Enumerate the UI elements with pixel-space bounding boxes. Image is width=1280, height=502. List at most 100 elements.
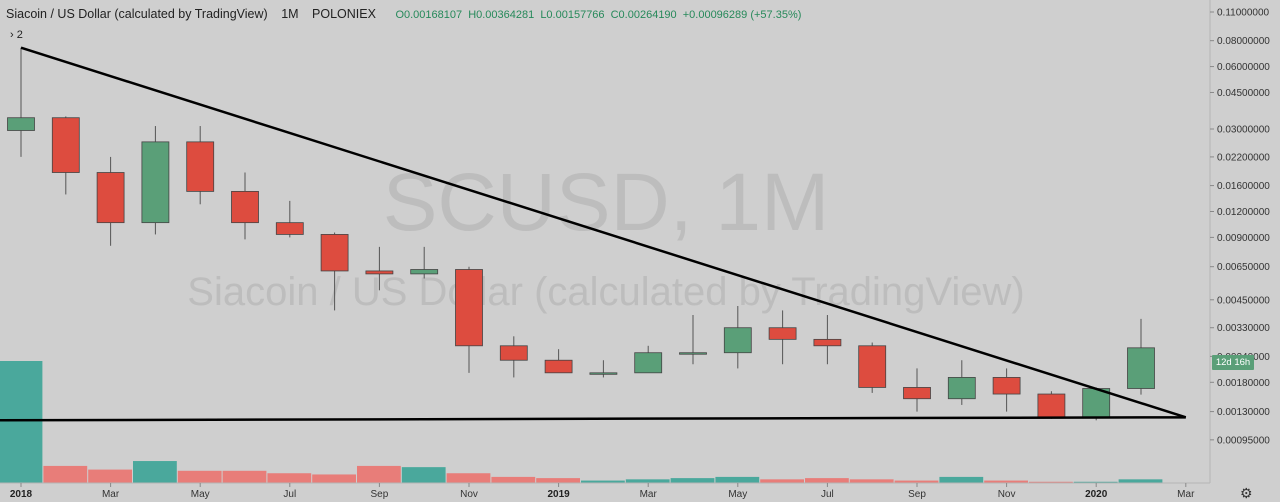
candle-up (589, 372, 618, 375)
volume-bar (491, 476, 536, 483)
candle-down (813, 338, 842, 347)
price-tick-label: 0.06000000 (1217, 62, 1270, 73)
time-tick-label: Sep (371, 489, 389, 500)
trendlines[interactable] (0, 46, 1187, 422)
candle-down (992, 377, 1021, 395)
candle-up (7, 117, 35, 131)
candle-down (858, 345, 887, 388)
symbol-legend[interactable]: Siacoin / US Dollar (calculated by Tradi… (6, 7, 804, 21)
volume-bar (939, 476, 984, 483)
volume-bar (446, 473, 491, 483)
volume-bar (760, 479, 804, 483)
volume-bar (1118, 479, 1163, 483)
volume-bar (849, 479, 894, 483)
time-tick-label: Mar (102, 489, 120, 500)
candle-up (1082, 388, 1111, 418)
time-tick-label: May (728, 489, 747, 500)
gear-icon[interactable]: ⚙ (1240, 485, 1253, 501)
volume-bar (133, 461, 177, 483)
candle-up (410, 269, 439, 275)
volume-bar (536, 478, 580, 483)
time-tick-label: Mar (1177, 489, 1195, 500)
candle-up (1127, 347, 1155, 389)
trendline-lower[interactable] (0, 416, 1186, 422)
close-value: C0.00264190 (610, 9, 677, 21)
time-tick-label: May (191, 489, 210, 500)
price-axis[interactable]: 0.11000000 0.08000000 0.06000000 0.04500000… (1210, 8, 1270, 447)
candle-down (320, 234, 349, 272)
candle-down (96, 172, 125, 224)
price-tick-label: 0.08000000 (1217, 36, 1270, 47)
volume-bar (1073, 481, 1118, 483)
price-tick-label: 0.02200000 (1217, 152, 1270, 163)
volume-bars (0, 361, 1163, 483)
high-value: H0.00364281 (468, 9, 535, 21)
volume-bar (625, 479, 670, 483)
candle-down (231, 190, 259, 224)
price-tick-label: 0.11000000 (1217, 8, 1270, 19)
volume-bar (43, 465, 88, 483)
volume-bar (312, 474, 356, 483)
candle-up (723, 327, 752, 354)
watermark-name: Siacoin / US Dollar (calculated by Tradi… (187, 270, 1024, 314)
candle-down (365, 270, 394, 275)
price-tick-label: 0.00450000 (1217, 295, 1270, 306)
bar-countdown-badge: 12d 16h (1212, 355, 1254, 370)
volume-bar (222, 470, 267, 483)
candle-down (768, 327, 797, 340)
candle-down (544, 359, 573, 374)
candle-down (51, 117, 80, 173)
time-axis[interactable]: 2018 Mar May Jul Sep Nov 2019 Mar May Jul Sep Nov 20… (10, 483, 1195, 500)
time-tick-label: 2018 (10, 489, 33, 500)
time-tick-label: 2020 (1085, 489, 1108, 500)
symbol-title[interactable]: Siacoin / US Dollar (calculated by Tradi… (6, 7, 268, 21)
price-tick-label: 0.00130000 (1217, 407, 1270, 418)
price-tick-label: 0.01200000 (1217, 207, 1270, 218)
price-tick-label: 0.00180000 (1217, 378, 1270, 389)
price-tick-label: 0.04500000 (1217, 88, 1270, 99)
volume-bar (670, 478, 715, 483)
candle-up (141, 141, 170, 224)
price-tick-label: 0.00330000 (1217, 323, 1270, 334)
open-value: O0.00168107 (395, 9, 463, 21)
candles (7, 47, 1155, 421)
trendline-upper[interactable] (20, 46, 1187, 419)
candle-down (455, 269, 483, 347)
candle-up (634, 352, 663, 374)
volume-bar (88, 469, 132, 483)
time-tick-label: Jul (283, 489, 296, 500)
volume-bar (805, 478, 849, 483)
price-tick-label: 0.01600000 (1217, 181, 1270, 192)
chevron-right-icon: › (10, 29, 14, 41)
candle-down (903, 387, 931, 400)
candle-down (186, 141, 215, 192)
volume-bar (984, 480, 1028, 483)
time-tick-label: Jul (821, 489, 834, 500)
time-tick-label: Mar (640, 489, 658, 500)
price-tick-label: 0.00650000 (1217, 262, 1270, 273)
candle-down (1037, 393, 1066, 418)
time-tick-label: 2019 (547, 489, 570, 500)
volume-bar (581, 480, 625, 483)
change-value: +0.00096289 (+57.35%) (682, 9, 802, 21)
low-value: L0.00157766 (540, 9, 605, 21)
candle-down (499, 345, 528, 361)
volume-bar (177, 470, 222, 483)
interval-label[interactable]: 1M (281, 7, 299, 21)
candle-down (275, 222, 304, 235)
time-tick-label: Sep (908, 489, 926, 500)
price-tick-label: 0.00900000 (1217, 233, 1270, 244)
time-tick-label: Nov (460, 489, 478, 500)
exchange-label: POLONIEX (312, 7, 376, 21)
volume-bar (401, 467, 446, 483)
price-tick-label: 0.00095000 (1217, 435, 1270, 446)
candle-up (947, 377, 976, 400)
price-tick-label: 0.03000000 (1217, 124, 1270, 135)
collapse-indicators-button[interactable]: › 2 (10, 29, 23, 41)
ohlc-values: O0.00168107 H0.00364281 L0.00157766 C0.0… (395, 9, 804, 21)
volume-bar (715, 476, 760, 483)
volume-bar (357, 465, 401, 483)
volume-bar (0, 361, 43, 483)
volume-bar (1029, 481, 1073, 483)
